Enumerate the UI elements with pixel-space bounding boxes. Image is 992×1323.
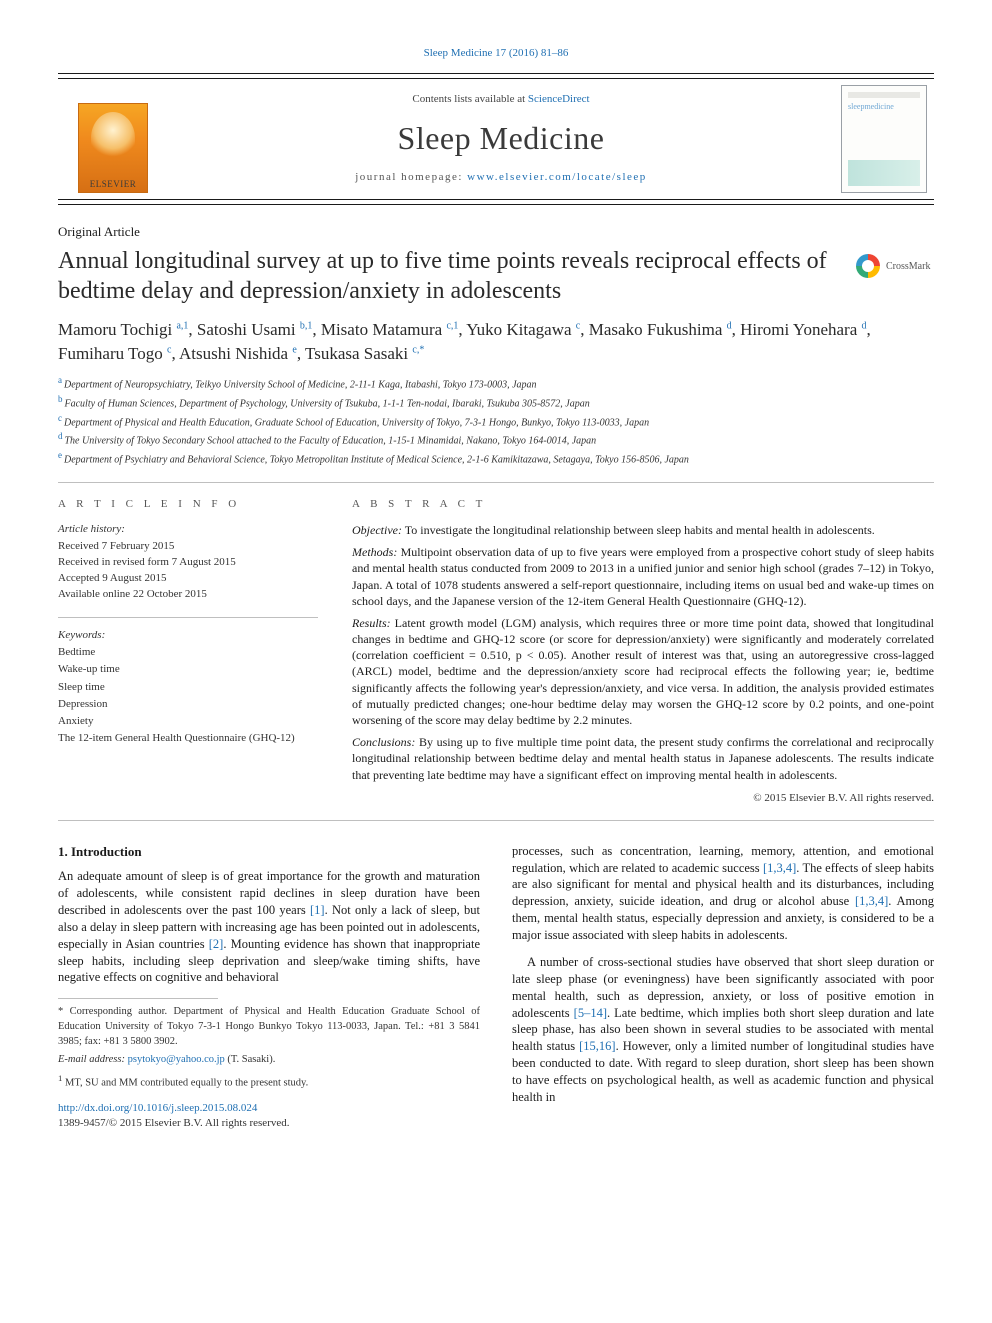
publisher-logo: ELSEVIER	[58, 79, 168, 199]
crossmark-icon	[856, 254, 880, 278]
journal-cover-thumb: sleepmedicine	[834, 79, 934, 199]
abstract-heading: A B S T R A C T	[352, 497, 934, 512]
introduction-heading: 1. Introduction	[58, 843, 480, 861]
cover-caption: sleepmedicine	[848, 102, 920, 113]
masthead: ELSEVIER Contents lists available at Sci…	[58, 73, 934, 205]
elsevier-tree-icon: ELSEVIER	[78, 103, 148, 193]
contents-line: Contents lists available at ScienceDirec…	[412, 92, 589, 107]
publisher-brand: ELSEVIER	[79, 178, 147, 190]
affiliations: aDepartment of Neuropsychiatry, Teikyo U…	[58, 374, 934, 468]
email-tail: (T. Sasaki).	[225, 1054, 276, 1065]
article-info-heading: A R T I C L E I N F O	[58, 497, 318, 512]
citation-link[interactable]: [1,3,4]	[763, 861, 796, 875]
abstract-methods-label: Methods:	[352, 545, 397, 559]
sciencedirect-link[interactable]: ScienceDirect	[528, 93, 590, 105]
citation-link[interactable]: [5–14]	[574, 1006, 607, 1020]
citation-link[interactable]: [2]	[209, 937, 224, 951]
page: Sleep Medicine 17 (2016) 81–86 ELSEVIER …	[0, 0, 992, 1171]
keywords-list: BedtimeWake-up timeSleep timeDepressionA…	[58, 644, 318, 746]
contents-pre: Contents lists available at	[412, 93, 527, 105]
section-rule	[58, 617, 318, 618]
doi: http://dx.doi.org/10.1016/j.sleep.2015.0…	[58, 1101, 480, 1116]
history-heading: Article history:	[58, 522, 318, 537]
author-list: Mamoru Tochigi a,1, Satoshi Usami b,1, M…	[58, 318, 934, 366]
journal-homepage: journal homepage: www.elsevier.com/locat…	[355, 170, 647, 185]
abstract-conclusions-label: Conclusions:	[352, 735, 415, 749]
footnotes: * Corresponding author. Department of Ph…	[58, 1005, 480, 1091]
running-head: Sleep Medicine 17 (2016) 81–86	[58, 46, 934, 61]
citation-link[interactable]: [1,3,4]	[855, 894, 888, 908]
article-type: Original Article	[58, 223, 934, 241]
section-rule	[58, 820, 934, 821]
abstract-copyright: © 2015 Elsevier B.V. All rights reserved…	[352, 791, 934, 806]
article-info: A R T I C L E I N F O Article history: R…	[58, 497, 318, 806]
section-rule	[58, 482, 934, 483]
doi-link[interactable]: http://dx.doi.org/10.1016/j.sleep.2015.0…	[58, 1102, 257, 1114]
abstract-conclusions: By using up to five multiple time point …	[352, 735, 934, 781]
corr-email-link[interactable]: psytokyo@yahoo.co.jp	[128, 1054, 225, 1065]
footnote-rule	[58, 998, 218, 999]
body-text: 1. Introduction An adequate amount of sl…	[58, 843, 934, 1131]
equal-text: MT, SU and MM contributed equally to the…	[62, 1078, 308, 1089]
running-head-link[interactable]: Sleep Medicine 17 (2016) 81–86	[424, 47, 569, 59]
homepage-link[interactable]: www.elsevier.com/locate/sleep	[467, 171, 647, 183]
citation-link[interactable]: [1]	[310, 903, 325, 917]
abstract: A B S T R A C T Objective: To investigat…	[352, 497, 934, 806]
corr-text: Corresponding author. Department of Phys…	[58, 1006, 480, 1046]
citation-link[interactable]: [15,16]	[579, 1039, 615, 1053]
crossmark-label: CrossMark	[886, 260, 930, 274]
abstract-results-label: Results:	[352, 616, 391, 630]
email-label: E-mail address:	[58, 1054, 128, 1065]
homepage-pre: journal homepage:	[355, 171, 467, 183]
abstract-methods: Multipoint observation data of up to fiv…	[352, 545, 934, 608]
abstract-objective: To investigate the longitudinal relation…	[402, 523, 875, 537]
article-history: Received 7 February 2015Received in revi…	[58, 539, 318, 603]
article-title: Annual longitudinal survey at up to five…	[58, 246, 838, 306]
keywords-heading: Keywords:	[58, 628, 318, 643]
crossmark-badge[interactable]: CrossMark	[856, 246, 934, 278]
journal-title: Sleep Medicine	[398, 117, 605, 160]
abstract-objective-label: Objective:	[352, 523, 402, 537]
abstract-results: Latent growth model (LGM) analysis, whic…	[352, 616, 934, 727]
issn-line: 1389-9457/© 2015 Elsevier B.V. All right…	[58, 1116, 480, 1131]
